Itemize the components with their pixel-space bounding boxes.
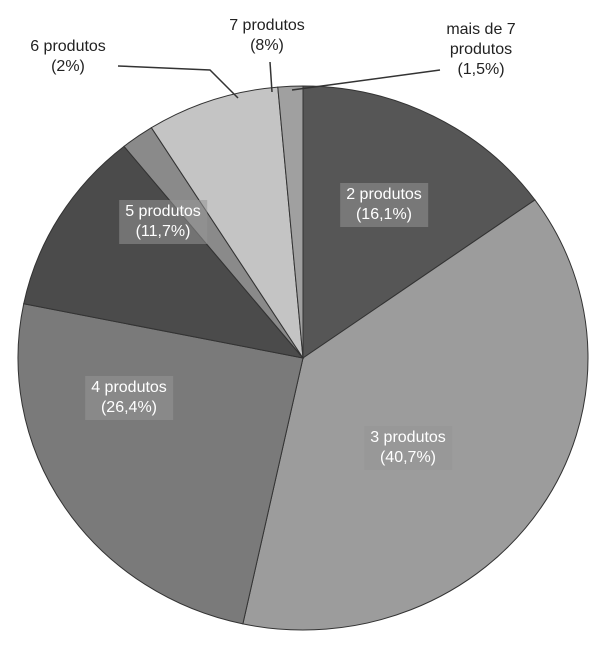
value-label: (1,5%) [457, 61, 505, 78]
leader-line [117, 65, 239, 99]
pie-slice [23, 145, 305, 359]
category-label: 2 produtos [346, 186, 422, 203]
pie-slice [277, 85, 304, 359]
category-label: 3 produtos [370, 429, 446, 446]
value-label: (40,7%) [379, 449, 437, 466]
value-label: (16,1%) [355, 206, 413, 223]
category-label: 5 produtos [125, 203, 201, 220]
leader-line [291, 69, 441, 91]
data-label: 3 produtos (40,7%) [364, 426, 452, 470]
value-label: (11,7%) [135, 223, 191, 240]
category-label: 7 produtos [229, 17, 305, 34]
data-label: 2 produtos (16,1%) [340, 183, 428, 227]
data-label: 4 produtos (26,4%) [85, 376, 173, 420]
pie-slice [242, 199, 589, 631]
value-label: (8%) [250, 37, 284, 54]
data-label: 7 produtos (8%) [229, 16, 305, 56]
pie-slice [150, 86, 304, 359]
data-label: 6 produtos (2%) [30, 37, 106, 77]
value-label: (26,4%) [100, 399, 158, 416]
value-label: (2%) [51, 58, 85, 75]
data-label: mais de 7 produtos (1,5%) [436, 20, 526, 80]
category-label: 4 produtos [91, 379, 167, 396]
category-label: mais de 7 produtos [446, 21, 516, 58]
leader-lines [117, 61, 441, 99]
leader-line [269, 61, 273, 93]
data-label: 5 produtos (11,7%) [119, 200, 207, 244]
category-label: 6 produtos [30, 38, 106, 55]
